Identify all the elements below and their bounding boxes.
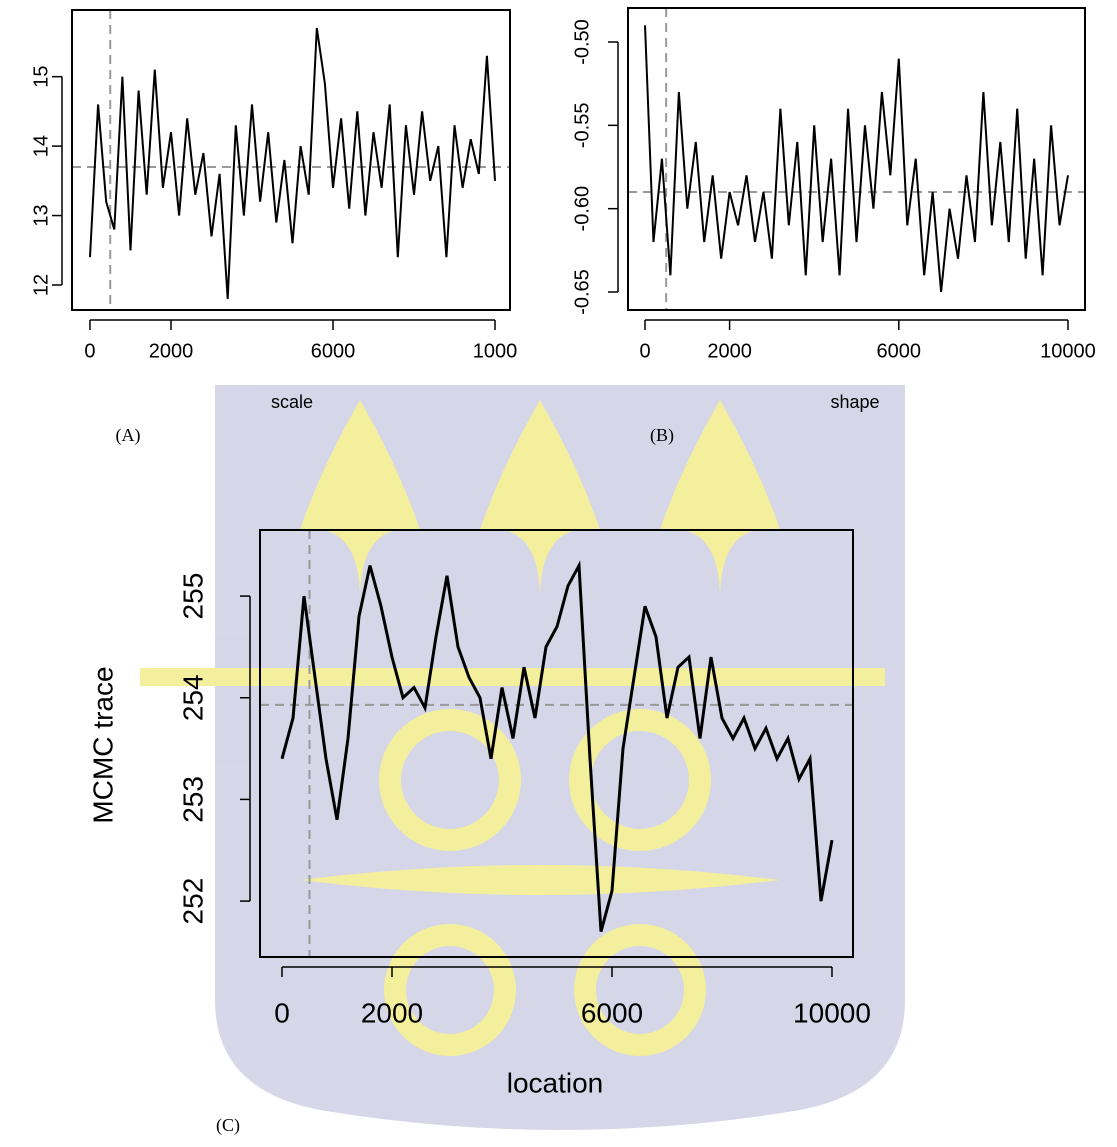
watermark-scroll (379, 709, 521, 851)
y-axis-label: MCMC trace (87, 666, 118, 823)
chart: 0 2000 6000 1000 12 13 14 15 scale (A) (30, 9, 518, 446)
plot-frame (259, 529, 854, 958)
watermark-leaf (300, 400, 420, 600)
y-tick-label: 13 (30, 204, 52, 226)
y-tick-label: -0.60 (571, 186, 593, 232)
trace-line (88, 27, 497, 299)
x-axis-label: shape (830, 392, 879, 412)
caption: (C) (216, 1115, 240, 1136)
x-axis-label: scale (271, 392, 313, 412)
watermark-leaf (480, 400, 600, 600)
y-tick-label: -0.65 (571, 269, 593, 315)
watermark-leaf (660, 400, 780, 600)
y-tick-label: -0.55 (571, 103, 593, 149)
watermark-scroll (569, 709, 711, 851)
watermark-bar (300, 865, 780, 895)
trace-line (280, 560, 834, 932)
y-tick-label: 14 (30, 135, 52, 157)
x-tick-label: 6000 (581, 997, 643, 1028)
chart: 0 2000 6000 10000 -0.50 -0.55 -0.60 -0.65 shape (… (571, 7, 1096, 446)
y-tick-label: 15 (30, 66, 52, 88)
x-tick-label: 2000 (707, 340, 752, 362)
watermark (140, 385, 905, 1130)
x-tick-label: 6000 (311, 340, 356, 362)
watermark-scroll (384, 924, 516, 1056)
x-tick-label: 2000 (149, 340, 194, 362)
y-tick-label: -0.50 (571, 19, 593, 65)
x-axis-label: location (507, 1067, 604, 1098)
y-tick-label: 255 (177, 573, 208, 620)
x-tick-label: 0 (274, 997, 290, 1028)
x-tick-label: 10000 (793, 997, 871, 1028)
x-tick-label: 2000 (361, 997, 423, 1028)
x-tick-label: 1000 (473, 340, 518, 362)
plot-frame (627, 7, 1086, 311)
y-tick-label: 253 (177, 776, 208, 823)
trace-line (644, 25, 1069, 293)
y-tick-label: 252 (177, 878, 208, 925)
x-tick-label: 10000 (1040, 340, 1096, 362)
watermark-band (140, 668, 885, 686)
caption: (A) (116, 425, 141, 446)
x-tick-label: 6000 (877, 340, 922, 362)
watermark-scroll (574, 924, 706, 1056)
x-tick-label: 0 (84, 340, 95, 362)
plot-frame (71, 9, 511, 311)
x-tick-label: 0 (639, 340, 650, 362)
watermark-shield (215, 385, 905, 1130)
y-tick-label: 254 (177, 674, 208, 721)
caption: (B) (650, 425, 674, 446)
chart: 0 2000 6000 10000 252 253 254 255 location MCMC t… (87, 529, 871, 1136)
y-tick-label: 12 (30, 274, 52, 296)
